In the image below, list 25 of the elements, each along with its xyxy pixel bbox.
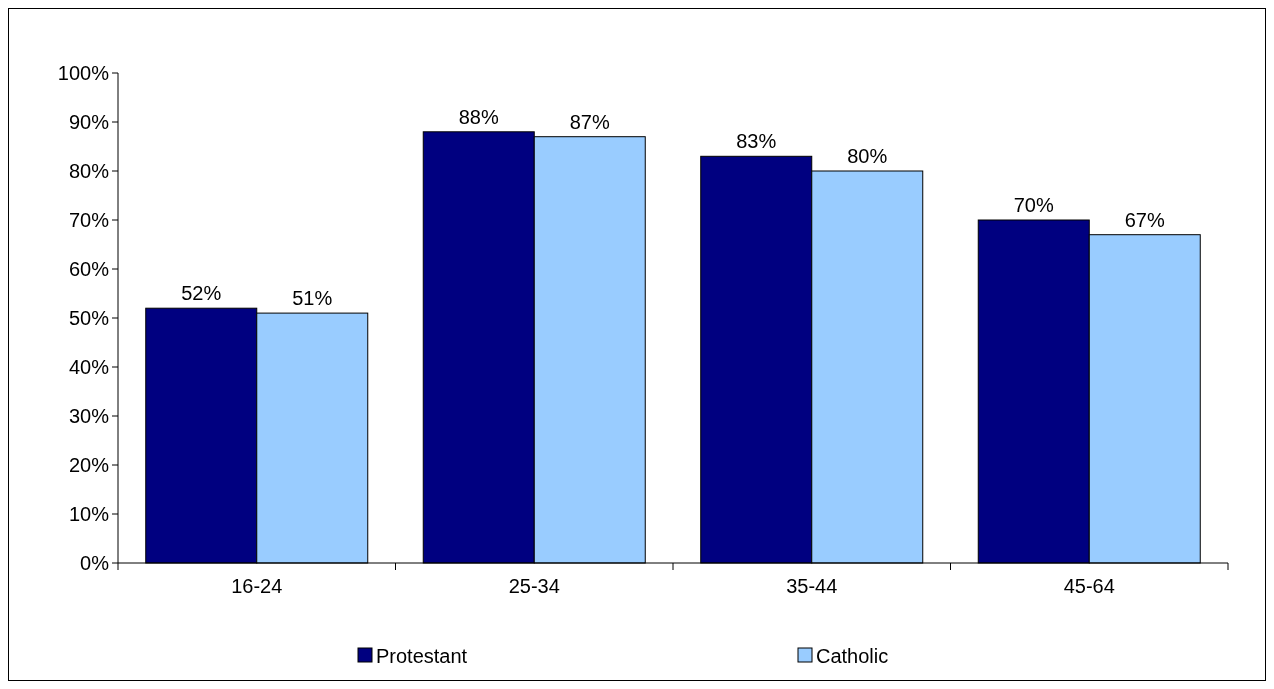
- legend-label: Protestant: [376, 645, 468, 667]
- data-label: 83%: [736, 130, 777, 153]
- data-label: 52%: [181, 282, 222, 305]
- legend-label: Catholic: [816, 645, 889, 667]
- y-tick-label: 100%: [57, 62, 110, 84]
- x-tick-label: 45-64: [1063, 575, 1115, 597]
- y-tick-label: 50%: [68, 307, 110, 329]
- data-label: 88%: [458, 105, 499, 128]
- data-label: 87%: [569, 110, 610, 133]
- x-tick-label: 25-34: [508, 575, 560, 597]
- data-label: 80%: [847, 145, 888, 167]
- y-tick-label: 10%: [68, 503, 110, 525]
- y-tick-label: 40%: [68, 356, 110, 378]
- x-tick-label: 16-24: [231, 575, 283, 597]
- y-tick-label: 30%: [68, 405, 110, 427]
- y-tick-label: 20%: [68, 454, 110, 476]
- y-tick-label: 60%: [68, 258, 110, 280]
- y-tick-label: 70%: [68, 209, 110, 231]
- data-label: 51%: [292, 287, 333, 310]
- y-tick-label: 80%: [68, 160, 110, 182]
- y-tick-label: 0%: [80, 552, 110, 574]
- data-label: 70%: [1013, 194, 1054, 216]
- x-tick-label: 35-44: [786, 575, 838, 597]
- data-label: 67%: [1124, 208, 1165, 231]
- y-tick-label: 90%: [68, 111, 110, 133]
